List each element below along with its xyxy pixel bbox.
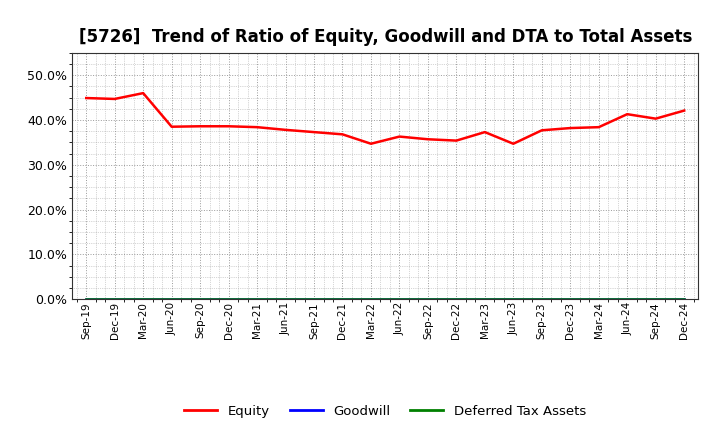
Deferred Tax Assets [110, 297, 119, 302]
Title: [5726]  Trend of Ratio of Equity, Goodwill and DTA to Total Assets: [5726] Trend of Ratio of Equity, Goodwil… [78, 28, 692, 46]
Goodwill [595, 297, 603, 302]
Equity [310, 129, 318, 135]
Deferred Tax Assets [423, 297, 432, 302]
Deferred Tax Assets [225, 297, 233, 302]
Goodwill [82, 297, 91, 302]
Deferred Tax Assets [595, 297, 603, 302]
Goodwill [480, 297, 489, 302]
Deferred Tax Assets [395, 297, 404, 302]
Deferred Tax Assets [623, 297, 631, 302]
Deferred Tax Assets [196, 297, 204, 302]
Equity [537, 128, 546, 133]
Equity [338, 132, 347, 137]
Deferred Tax Assets [680, 297, 688, 302]
Goodwill [509, 297, 518, 302]
Equity [566, 125, 575, 131]
Deferred Tax Assets [167, 297, 176, 302]
Deferred Tax Assets [253, 297, 261, 302]
Goodwill [253, 297, 261, 302]
Equity [680, 108, 688, 113]
Equity [366, 141, 375, 147]
Equity [139, 91, 148, 96]
Line: Equity: Equity [86, 93, 684, 144]
Goodwill [338, 297, 347, 302]
Goodwill [225, 297, 233, 302]
Equity [282, 127, 290, 132]
Goodwill [310, 297, 318, 302]
Deferred Tax Assets [366, 297, 375, 302]
Equity [253, 125, 261, 130]
Goodwill [680, 297, 688, 302]
Equity [423, 137, 432, 142]
Goodwill [452, 297, 461, 302]
Equity [452, 138, 461, 143]
Legend: Equity, Goodwill, Deferred Tax Assets: Equity, Goodwill, Deferred Tax Assets [179, 400, 591, 423]
Equity [480, 129, 489, 135]
Equity [110, 96, 119, 102]
Deferred Tax Assets [566, 297, 575, 302]
Equity [595, 125, 603, 130]
Deferred Tax Assets [310, 297, 318, 302]
Deferred Tax Assets [82, 297, 91, 302]
Deferred Tax Assets [509, 297, 518, 302]
Deferred Tax Assets [139, 297, 148, 302]
Equity [395, 134, 404, 139]
Deferred Tax Assets [452, 297, 461, 302]
Equity [167, 124, 176, 129]
Equity [196, 124, 204, 129]
Goodwill [282, 297, 290, 302]
Deferred Tax Assets [480, 297, 489, 302]
Goodwill [366, 297, 375, 302]
Equity [82, 95, 91, 101]
Goodwill [566, 297, 575, 302]
Equity [623, 111, 631, 117]
Deferred Tax Assets [652, 297, 660, 302]
Goodwill [110, 297, 119, 302]
Goodwill [196, 297, 204, 302]
Equity [225, 124, 233, 129]
Equity [652, 116, 660, 121]
Goodwill [623, 297, 631, 302]
Goodwill [652, 297, 660, 302]
Deferred Tax Assets [282, 297, 290, 302]
Deferred Tax Assets [338, 297, 347, 302]
Goodwill [167, 297, 176, 302]
Goodwill [139, 297, 148, 302]
Goodwill [423, 297, 432, 302]
Goodwill [537, 297, 546, 302]
Goodwill [395, 297, 404, 302]
Deferred Tax Assets [537, 297, 546, 302]
Equity [509, 141, 518, 147]
